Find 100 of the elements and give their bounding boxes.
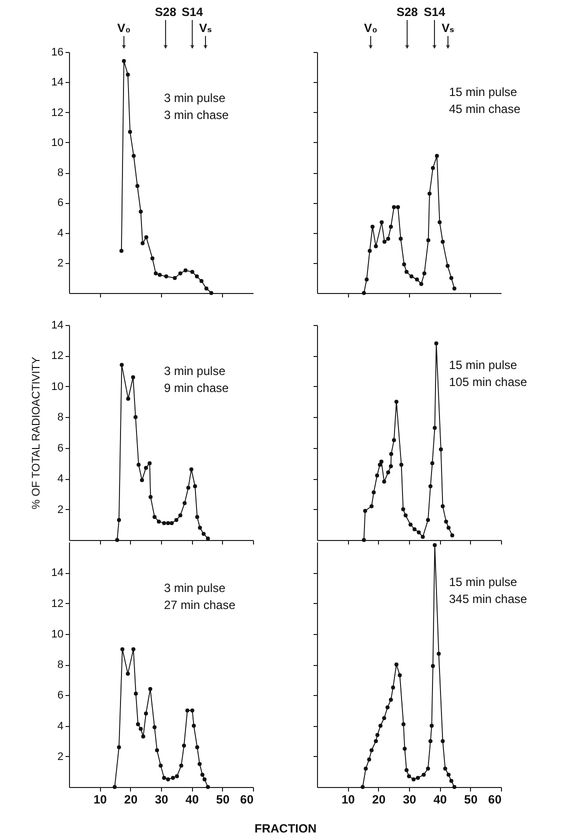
point [449, 778, 454, 783]
point [140, 241, 145, 246]
point [452, 286, 456, 290]
point [409, 274, 414, 278]
point [402, 746, 407, 751]
point [426, 238, 430, 242]
point [158, 272, 162, 277]
point [446, 526, 451, 530]
point [378, 462, 382, 467]
point [364, 277, 369, 282]
point [443, 766, 448, 771]
point [131, 647, 136, 652]
point [432, 426, 437, 430]
point [116, 518, 121, 522]
x-tick-label: 60 [240, 792, 254, 806]
text: 3 min pulse [164, 91, 226, 105]
point [209, 291, 214, 295]
point [430, 724, 434, 728]
x-tick-label: 10 [341, 792, 356, 806]
point [386, 470, 390, 474]
point [422, 772, 426, 777]
point [204, 286, 208, 290]
point [370, 504, 374, 508]
point [382, 480, 386, 484]
y-tick-label: 6 [57, 197, 64, 210]
point [364, 766, 368, 771]
point [428, 739, 432, 744]
point [132, 154, 136, 158]
y-tick-label: 6 [57, 442, 64, 454]
text: 15 min pulse [449, 85, 518, 99]
point [141, 734, 146, 738]
point [388, 224, 393, 229]
point [126, 396, 130, 401]
point [152, 514, 157, 519]
point [174, 518, 178, 522]
y-tick-label: 10 [51, 136, 64, 149]
point [398, 673, 402, 678]
point [134, 415, 138, 420]
point [414, 277, 419, 282]
point [172, 276, 177, 280]
point [140, 478, 144, 482]
point [152, 725, 157, 730]
point [166, 521, 170, 526]
point [452, 785, 456, 789]
point [360, 785, 365, 789]
point [370, 224, 375, 229]
point [428, 484, 432, 488]
y-tick-label: 14 [51, 76, 64, 89]
point [202, 777, 207, 782]
y-tick-label: 4 [57, 473, 64, 486]
point [135, 184, 140, 188]
point [198, 526, 202, 530]
ref-line-label: V₀ [117, 21, 131, 35]
point [449, 276, 454, 280]
y-tick-label: 12 [51, 598, 64, 610]
point [412, 527, 417, 532]
ref-line-label: S14 [424, 5, 446, 19]
point [206, 536, 210, 540]
point [391, 685, 396, 690]
point [394, 400, 398, 404]
point [382, 716, 386, 720]
y-tick-label: 10 [51, 380, 64, 393]
point [148, 687, 152, 691]
point [120, 362, 124, 367]
text: 9 min chase [164, 381, 230, 395]
x-tick-label: 40 [433, 792, 448, 806]
point [148, 461, 152, 466]
y-tick-label: 4 [57, 227, 64, 240]
y-axis-title: % OF TOTAL RADIOACTIVITY [30, 356, 42, 510]
point [372, 490, 376, 494]
point [407, 774, 411, 778]
point [126, 72, 130, 77]
point [392, 438, 396, 442]
point [198, 762, 202, 766]
point [438, 447, 443, 452]
y-tick-label: 2 [57, 504, 64, 516]
point [116, 745, 121, 750]
point [162, 776, 166, 780]
point [138, 726, 143, 731]
point [379, 460, 384, 464]
point [190, 708, 194, 712]
point [182, 744, 186, 748]
point [389, 452, 394, 456]
y-tick-label: 12 [51, 350, 64, 362]
point [206, 785, 210, 789]
point [402, 262, 406, 266]
y-tick-label: 14 [51, 567, 64, 580]
point [412, 777, 416, 782]
point [440, 504, 445, 508]
point [185, 708, 190, 712]
point [399, 462, 404, 467]
point [362, 538, 366, 542]
y-tick-label: 2 [57, 750, 64, 763]
point [396, 205, 400, 210]
ref-line-label: S14 [182, 5, 204, 19]
x-tick-label: 20 [372, 792, 386, 806]
point [200, 772, 204, 777]
point [112, 785, 117, 789]
y-tick-label: 10 [51, 628, 64, 640]
text: 105 min chase [449, 375, 528, 389]
